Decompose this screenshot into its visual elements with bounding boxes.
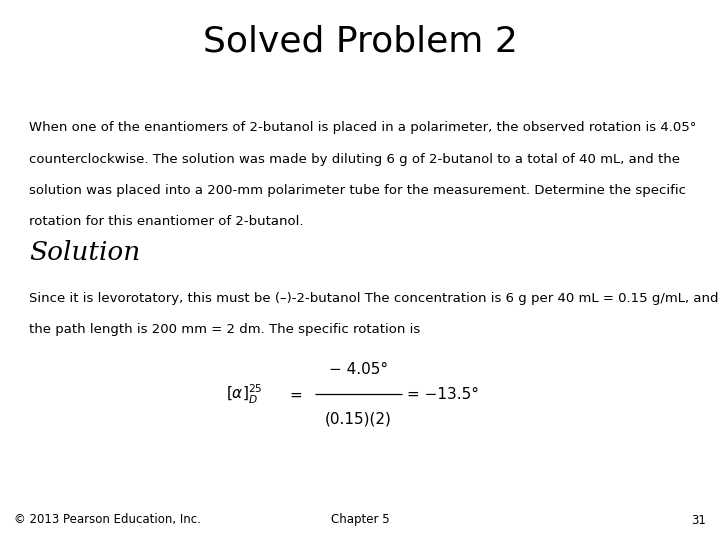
- Text: $=$: $=$: [287, 387, 303, 402]
- Text: = −13.5°: = −13.5°: [407, 387, 479, 402]
- Text: − 4.05°: − 4.05°: [329, 362, 388, 377]
- Text: the path length is 200 mm = 2 dm. The specific rotation is: the path length is 200 mm = 2 dm. The sp…: [29, 323, 420, 336]
- Text: Solution: Solution: [29, 240, 140, 265]
- Text: © 2013 Pearson Education, Inc.: © 2013 Pearson Education, Inc.: [14, 514, 202, 526]
- Text: 31: 31: [690, 514, 706, 526]
- Text: When one of the enantiomers of 2-butanol is placed in a polarimeter, the observe: When one of the enantiomers of 2-butanol…: [29, 122, 696, 134]
- Text: $[{\it\alpha}]_D^{25}$: $[{\it\alpha}]_D^{25}$: [227, 383, 263, 406]
- Text: counterclockwise. The solution was made by diluting 6 g of 2-butanol to a total : counterclockwise. The solution was made …: [29, 153, 680, 166]
- Text: Chapter 5: Chapter 5: [330, 514, 390, 526]
- Text: rotation for this enantiomer of 2-butanol.: rotation for this enantiomer of 2-butano…: [29, 215, 303, 228]
- Text: (0.15)(2): (0.15)(2): [325, 411, 392, 427]
- Text: Solved Problem 2: Solved Problem 2: [202, 24, 518, 58]
- Text: Since it is levorotatory, this must be (–)-2-butanol The concentration is 6 g pe: Since it is levorotatory, this must be (…: [29, 292, 719, 305]
- Text: solution was placed into a 200-mm polarimeter tube for the measurement. Determin: solution was placed into a 200-mm polari…: [29, 184, 685, 197]
